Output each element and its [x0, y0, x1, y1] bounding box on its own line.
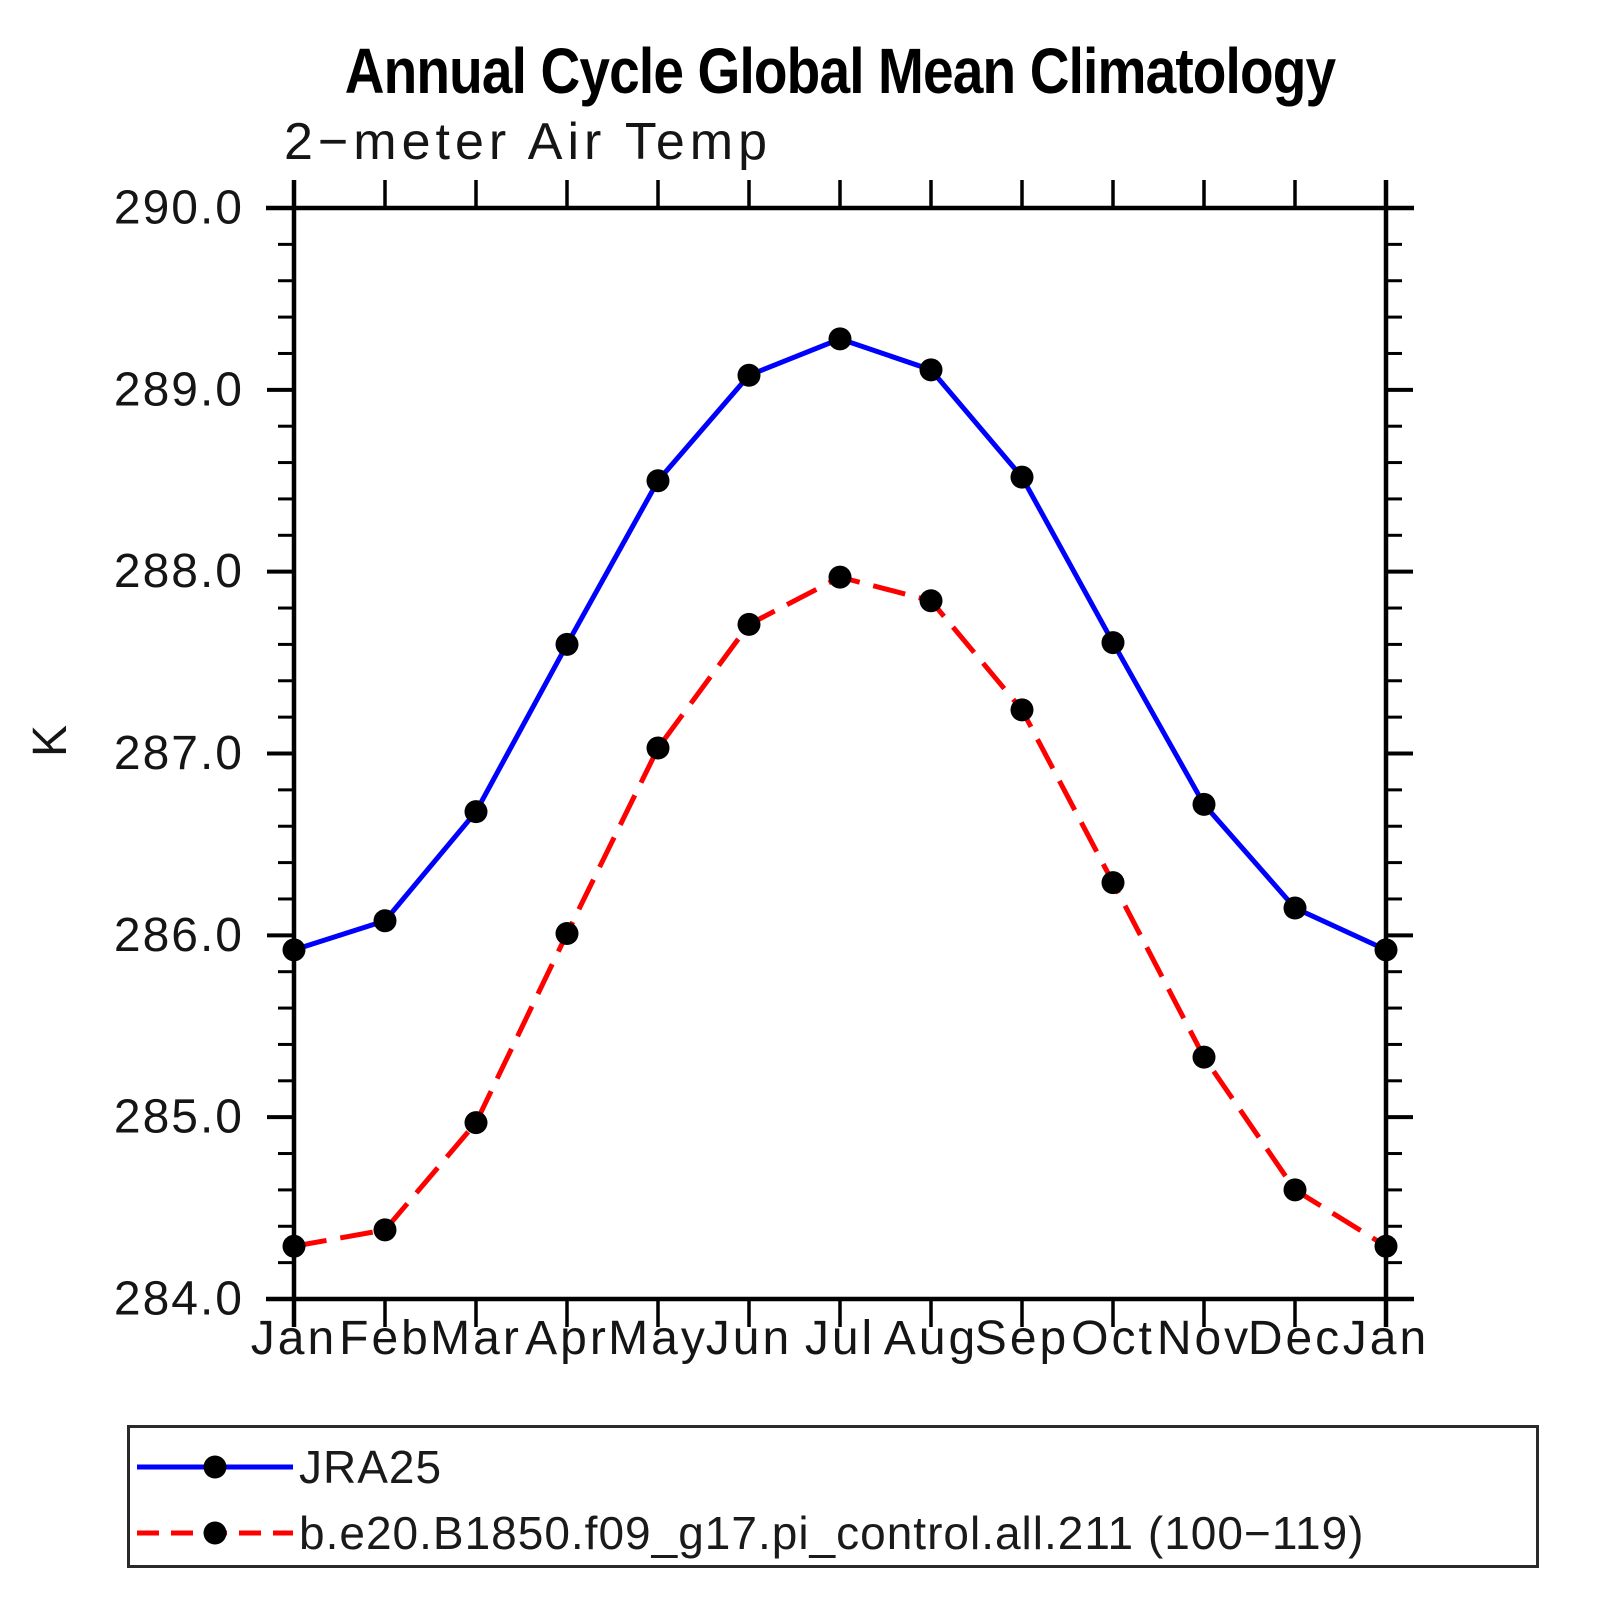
y-tick-label: 285.0	[114, 1091, 244, 1144]
x-tick-label: Apr	[525, 1312, 609, 1365]
x-tick-label: Dec	[1248, 1312, 1342, 1365]
legend-label: JRA25	[299, 1441, 443, 1493]
y-tick-label: 290.0	[114, 182, 244, 235]
y-tick-label: 288.0	[114, 545, 244, 598]
data-point-marker	[828, 327, 852, 351]
data-point-marker	[282, 1234, 306, 1258]
legend-line-sample-dashed	[137, 1521, 293, 1545]
data-markers	[282, 327, 1398, 1258]
chart-title: Annual Cycle Global Mean Climatology	[345, 34, 1608, 108]
data-point-marker	[737, 612, 761, 636]
chart-title-text: Annual Cycle Global Mean Climatology	[344, 35, 1336, 107]
series-line-0	[293, 336, 1388, 953]
x-tick-label: Jan	[1343, 1312, 1429, 1365]
x-tick-label: Jun	[706, 1312, 792, 1365]
data-point-marker	[828, 565, 852, 589]
x-tick-label: Mar	[430, 1312, 522, 1365]
axis-ticks	[267, 180, 1413, 1327]
y-tick-label: 286.0	[114, 909, 244, 962]
data-point-marker	[737, 363, 761, 387]
data-point-marker	[646, 736, 670, 760]
x-tick-label: Oct	[1071, 1312, 1155, 1365]
x-tick-label: May	[608, 1312, 708, 1365]
x-tick-label: Feb	[339, 1312, 431, 1365]
y-tick-label: 287.0	[114, 727, 244, 780]
data-point-marker	[1283, 896, 1307, 920]
data-point-marker	[1010, 465, 1034, 489]
legend-entry-model: b.e20.B1850.f09_g17.pi_control.all.211 (…	[135, 1510, 1364, 1556]
data-point-marker	[1192, 792, 1216, 816]
y-tick-label: 289.0	[114, 363, 244, 416]
data-point-marker	[646, 469, 670, 493]
data-point-marker	[464, 1111, 488, 1135]
data-point-marker	[1101, 871, 1125, 895]
y-tick-label: 284.0	[114, 1273, 244, 1326]
legend-entry-jra25: JRA25	[135, 1444, 442, 1490]
x-tick-label: Jan	[251, 1312, 337, 1365]
legend-line-sample-solid	[137, 1455, 293, 1479]
data-point-marker	[464, 800, 488, 824]
legend-label: b.e20.B1850.f09_g17.pi_control.all.211 (…	[299, 1507, 1365, 1559]
data-point-marker	[373, 909, 397, 933]
data-point-marker	[1101, 631, 1125, 655]
data-point-marker	[282, 938, 306, 962]
data-point-marker	[919, 589, 943, 613]
x-tick-label: Jul	[805, 1312, 875, 1365]
data-point-marker	[1374, 938, 1398, 962]
x-tick-label: Nov	[1157, 1312, 1251, 1365]
data-point-marker	[555, 632, 579, 656]
axis-lines	[266, 180, 1414, 1327]
data-point-marker	[1192, 1045, 1216, 1069]
data-point-marker	[555, 922, 579, 946]
chart-subtitle: 2−meter Air Temp	[284, 113, 773, 171]
data-point-marker	[1374, 1234, 1398, 1258]
legend: JRA25 b.e20.B1850.f09_g17.pi_control.all…	[127, 1425, 1539, 1568]
x-tick-label: Aug	[884, 1312, 978, 1365]
data-series	[293, 336, 1388, 1249]
y-axis-title: K	[24, 723, 77, 757]
series-line-1	[293, 574, 1388, 1249]
data-point-marker	[1010, 698, 1034, 722]
data-point-marker	[1283, 1178, 1307, 1202]
data-point-marker	[373, 1218, 397, 1242]
x-tick-label: Sep	[975, 1312, 1069, 1365]
data-point-marker	[919, 358, 943, 382]
